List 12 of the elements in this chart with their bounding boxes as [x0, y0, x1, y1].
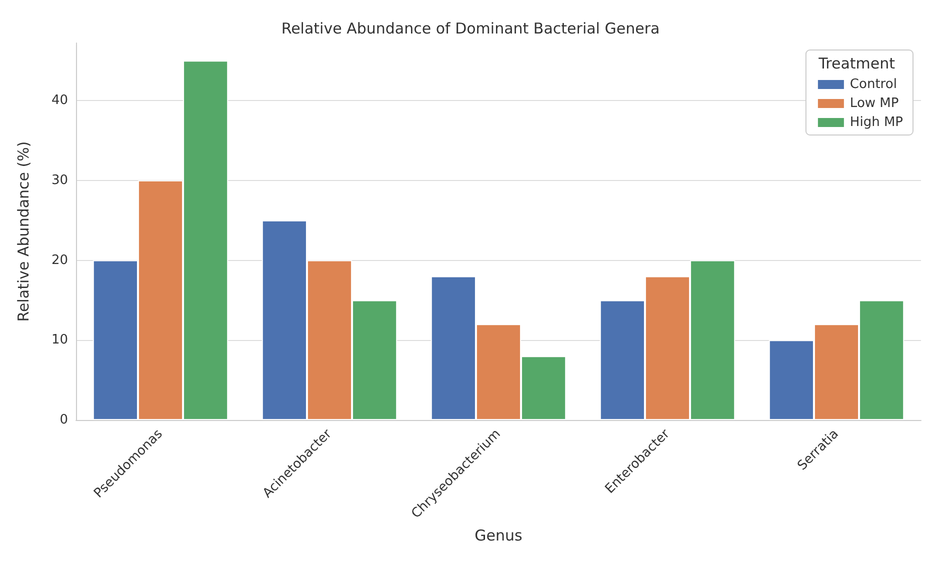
x-axis-title: Genus	[474, 526, 523, 545]
y-tick-label: 0	[60, 412, 68, 428]
y-tick-label: 40	[51, 93, 68, 108]
y-tick-label: 30	[51, 172, 68, 188]
y-tick-label: 20	[51, 252, 68, 268]
y-tick-label: 10	[51, 332, 68, 348]
legend-label: High MP	[850, 115, 904, 130]
legend-title: Treatment	[818, 54, 896, 72]
legend-label: Control	[850, 77, 897, 92]
legend-label: Low MP	[850, 96, 899, 111]
chart-title: Relative Abundance of Dominant Bacterial Genera	[281, 20, 660, 38]
y-axis-title: Relative Abundance (%)	[14, 141, 32, 322]
